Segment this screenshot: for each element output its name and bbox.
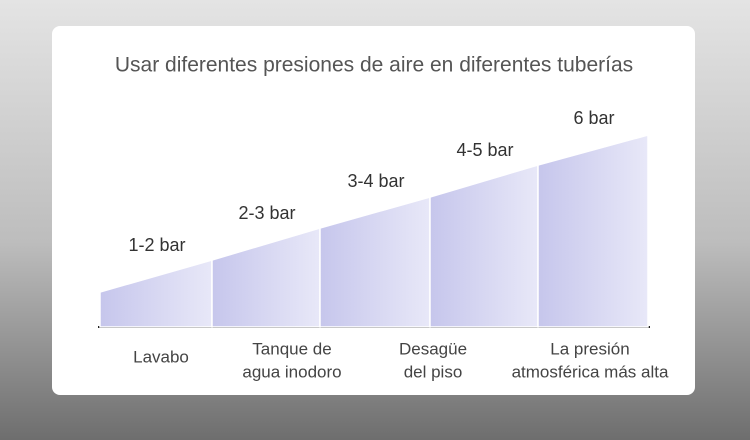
caption: del piso <box>404 362 463 381</box>
step-label: 4-5 bar <box>456 140 513 160</box>
caption: La presión <box>550 339 629 358</box>
step-label: 3-4 bar <box>347 171 404 191</box>
title: Usar diferentes presiones de aire en dif… <box>115 54 633 77</box>
caption: Lavabo <box>133 347 189 366</box>
caption: agua inodoro <box>242 362 341 381</box>
step-label: 1-2 bar <box>128 235 185 255</box>
caption: Desagüe <box>399 339 467 358</box>
step-label: 2-3 bar <box>238 203 295 223</box>
step-label: 6 bar <box>573 108 614 128</box>
caption: atmosférica más alta <box>512 362 669 381</box>
step-column <box>537 134 649 328</box>
caption: Tanque de <box>252 339 331 358</box>
